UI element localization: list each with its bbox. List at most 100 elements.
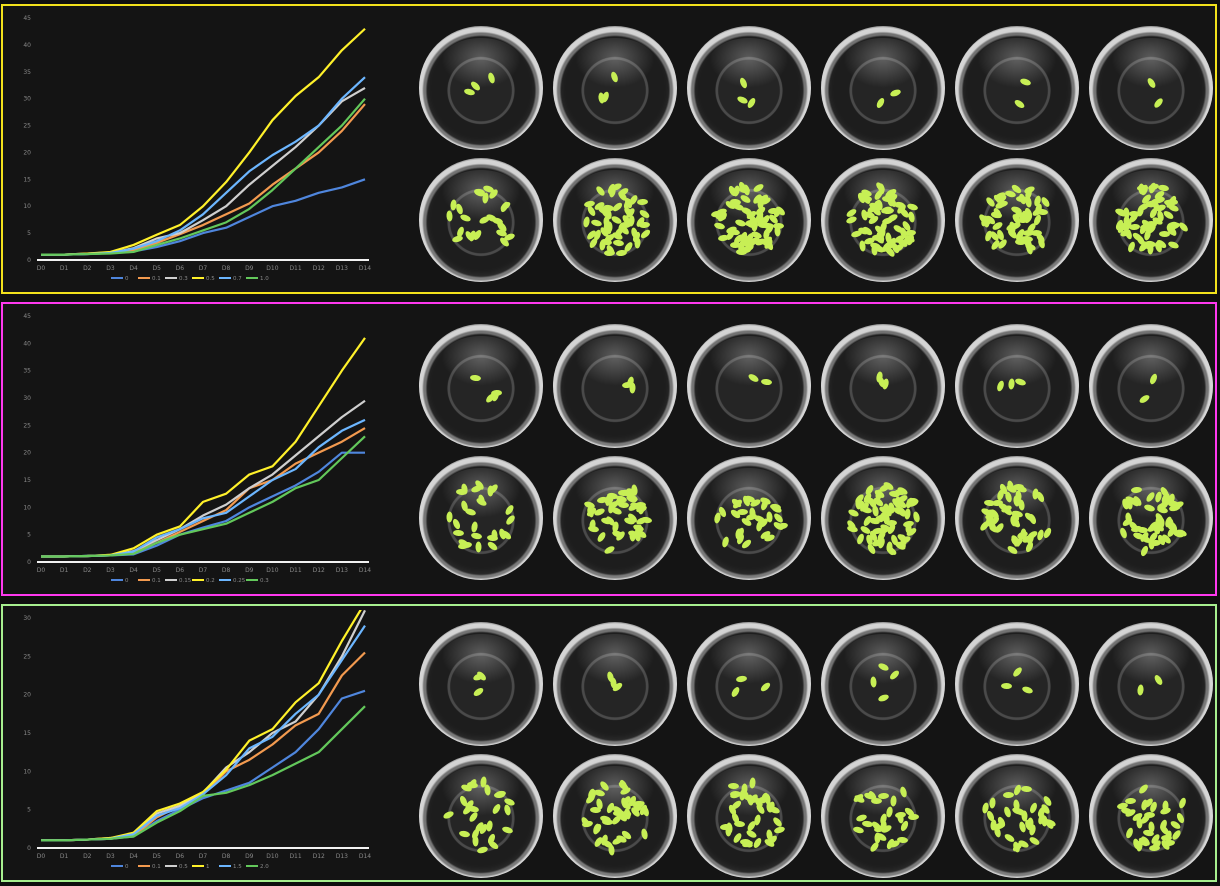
duckweed-frond-icon xyxy=(888,88,902,99)
x-tick-label: D2 xyxy=(83,853,92,860)
glass-glare xyxy=(843,38,923,88)
glass-glare xyxy=(441,38,521,88)
glass-glare xyxy=(709,38,789,88)
y-tick-label: 45 xyxy=(23,313,31,320)
duckweed-frond-icon xyxy=(595,530,608,544)
glass-glare xyxy=(709,634,789,684)
duckweed-frond-icon xyxy=(1135,840,1143,852)
series-line-4 xyxy=(41,337,366,558)
duckweed-frond-icon xyxy=(1158,230,1170,238)
y-tick-label: 15 xyxy=(23,477,31,484)
legend-label: 0.7 xyxy=(233,276,242,282)
x-tick-label: D3 xyxy=(106,567,115,574)
legend-label: 0.1 xyxy=(152,578,161,584)
duckweed-frond-icon xyxy=(470,532,483,541)
duckweed-frond-icon xyxy=(877,693,890,703)
y-tick-label: 25 xyxy=(23,123,31,130)
duckweed-frond-icon xyxy=(1127,240,1137,254)
x-tick-label: D5 xyxy=(152,567,161,574)
duckweed-frond-icon xyxy=(721,535,731,548)
x-tick-label: D7 xyxy=(199,567,208,574)
chart-svg: 0 5 10 15 20 25 30 35 40 45 D0 D1 D2 D3 D4 D5 D6 D7 D8 D9 D1… xyxy=(23,313,371,584)
petri-dish-icon xyxy=(687,26,811,150)
y-tick-label: 20 xyxy=(23,692,31,699)
duckweed-frond-icon xyxy=(486,540,499,553)
petri-dish-icon xyxy=(1089,456,1213,580)
series-line-5 xyxy=(41,76,366,256)
legend-label: 0.3 xyxy=(260,578,269,584)
series-line-3 xyxy=(41,610,366,842)
x-tick-label: D5 xyxy=(152,265,161,272)
petri-dish-icon xyxy=(955,26,1079,150)
y-tick-label: 40 xyxy=(23,42,31,49)
duckweed-frond-icon xyxy=(501,825,514,835)
duckweed-frond-icon xyxy=(1161,800,1169,812)
figure-panel-middle: 0 5 10 15 20 25 30 35 40 45 D0 D1 D2 D3 D4 D5 D6 D7 D8 D9 D1… xyxy=(1,302,1217,596)
duckweed-frond-icon xyxy=(878,221,888,234)
duckweed-frond-icon xyxy=(730,686,742,699)
x-tick-label: D10 xyxy=(266,567,278,574)
duckweed-frond-icon xyxy=(846,525,859,534)
petri-dish-icon xyxy=(821,26,945,150)
duckweed-frond-icon xyxy=(908,814,920,821)
petri-dish-icon xyxy=(419,158,543,282)
series-line-5 xyxy=(41,418,366,558)
duckweed-frond-icon xyxy=(582,216,591,229)
x-tick-label: D3 xyxy=(106,853,115,860)
petri-dish-grid xyxy=(419,26,1215,282)
series-line-1 xyxy=(41,451,365,558)
duckweed-frond-icon xyxy=(745,96,757,110)
duckweed-frond-icon xyxy=(759,681,772,694)
duckweed-frond-icon xyxy=(885,805,894,818)
x-tick-label: D8 xyxy=(222,567,231,574)
x-tick-label: D0 xyxy=(37,853,46,860)
duckweed-frond-icon xyxy=(1118,526,1128,540)
duckweed-frond-icon xyxy=(587,525,600,534)
duckweed-frond-icon xyxy=(875,96,886,109)
duckweed-frond-icon xyxy=(1146,220,1158,228)
petri-dish-icon xyxy=(419,26,543,150)
duckweed-frond-icon xyxy=(1153,96,1165,109)
petri-dish-icon xyxy=(955,324,1079,448)
duckweed-frond-icon xyxy=(1136,683,1144,696)
chart-svg: 0 5 10 15 20 25 30 35 40 45 D0 D1 D2 D3 D4 D5 D6 D7 D8 D9 D1… xyxy=(23,15,371,282)
x-tick-label: D12 xyxy=(313,567,325,574)
series-line-6 xyxy=(41,435,366,558)
petri-dish-icon xyxy=(687,158,811,282)
petri-dish-icon xyxy=(553,622,677,746)
duckweed-frond-icon xyxy=(485,820,494,833)
legend-label: 0.5 xyxy=(179,864,188,870)
duckweed-frond-icon xyxy=(639,227,652,240)
duckweed-frond-icon xyxy=(1021,809,1028,822)
x-tick-label: D13 xyxy=(336,265,348,272)
duckweed-frond-icon xyxy=(1013,483,1025,490)
duckweed-frond-icon xyxy=(441,809,455,820)
y-tick-label: 5 xyxy=(27,230,31,237)
duckweed-frond-icon xyxy=(751,836,763,849)
duckweed-frond-icon xyxy=(1138,393,1151,405)
duckweed-frond-icon xyxy=(589,806,601,813)
y-tick-label: 35 xyxy=(23,69,31,76)
petri-dish-icon xyxy=(553,324,677,448)
duckweed-frond-icon xyxy=(1007,378,1015,391)
petri-dish-icon xyxy=(955,158,1079,282)
duckweed-frond-icon xyxy=(855,532,866,546)
x-tick-label: D11 xyxy=(289,567,301,574)
y-tick-label: 5 xyxy=(27,532,31,539)
x-tick-label: D3 xyxy=(106,265,115,272)
duckweed-frond-icon xyxy=(1163,839,1176,847)
x-tick-label: D13 xyxy=(336,567,348,574)
duckweed-frond-icon xyxy=(452,529,464,537)
x-tick-label: D12 xyxy=(313,265,325,272)
series-line-2 xyxy=(41,427,366,558)
x-tick-label: D11 xyxy=(289,265,301,272)
legend-label: 0.1 xyxy=(152,864,161,870)
y-tick-label: 30 xyxy=(23,395,31,402)
petri-dish-icon xyxy=(1089,26,1213,150)
x-tick-label: D9 xyxy=(245,265,254,272)
duckweed-frond-icon xyxy=(581,820,594,829)
y-tick-label: 0 xyxy=(27,257,31,264)
petri-dish-grid xyxy=(419,324,1215,580)
y-tick-label: 0 xyxy=(27,845,31,852)
